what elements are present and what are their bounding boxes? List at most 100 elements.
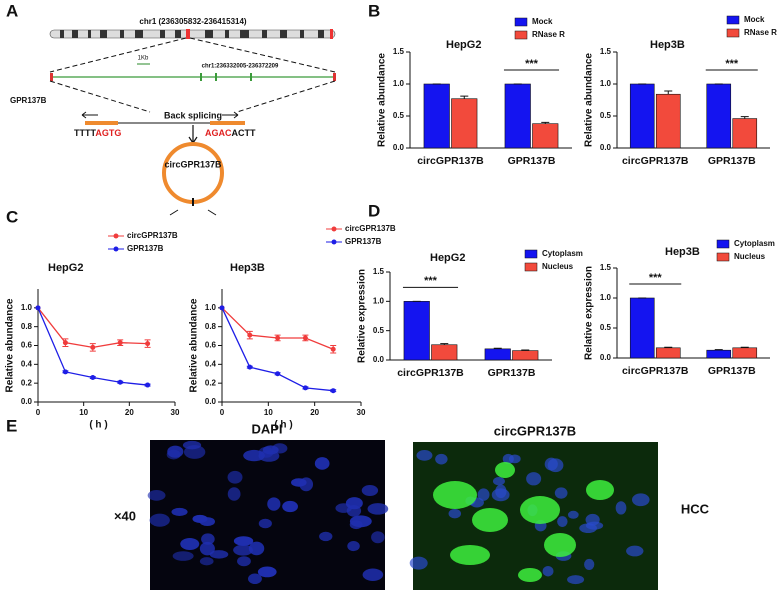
y-axis-label: Relative abundance — [377, 53, 388, 147]
nucleus — [233, 544, 253, 556]
chromosome — [49, 29, 336, 39]
legend-label: GPR137B — [345, 237, 382, 246]
y-tick-label: 0.0 — [21, 397, 33, 406]
nucleus — [147, 490, 166, 501]
signal — [433, 481, 477, 509]
y-tick-label: 0.4 — [21, 359, 33, 368]
legend-swatch — [524, 249, 538, 259]
nucleus — [227, 470, 243, 484]
x-tick-label: GPR137B — [488, 367, 536, 379]
y-axis-label: Relative abundance — [5, 298, 16, 392]
nucleus — [257, 566, 277, 578]
point — [247, 364, 253, 370]
nucleus — [227, 487, 241, 501]
panel-label: D — [368, 201, 380, 220]
nucleus — [477, 488, 490, 501]
y-tick-label: 1.5 — [373, 267, 385, 276]
nucleus — [319, 531, 333, 542]
error-bar — [664, 346, 673, 348]
point — [247, 332, 253, 338]
legend-marker — [331, 226, 337, 232]
circ-rna — [162, 142, 224, 204]
x-tick-label: circGPR137B — [622, 365, 689, 377]
nucleus — [362, 568, 384, 582]
nucleus — [243, 449, 265, 462]
sequence-part: AGTG — [95, 128, 121, 138]
y-tick-label: 0.2 — [205, 378, 217, 387]
nucleus — [435, 453, 448, 465]
y-axis-label: Relative abundance — [189, 298, 200, 392]
error-bar — [541, 121, 550, 124]
signal — [495, 462, 515, 478]
x-axis-label: ( h ) — [274, 420, 292, 431]
y-tick-label: 1.0 — [21, 303, 33, 312]
nucleus — [248, 541, 265, 556]
legend-swatch — [726, 15, 740, 25]
error-bar — [493, 347, 502, 349]
nucleus — [180, 538, 200, 550]
point — [35, 305, 41, 311]
nucleus — [199, 541, 215, 556]
point — [275, 371, 281, 377]
y-tick-label: 0.0 — [393, 143, 405, 152]
bar — [629, 297, 655, 359]
legend-swatch — [524, 262, 538, 272]
arrow — [222, 111, 239, 119]
x-axis-label: ( h ) — [89, 420, 107, 431]
zoom-line — [189, 37, 336, 73]
nucleus — [199, 557, 214, 566]
bar — [706, 349, 732, 359]
image-title: circGPR137B — [494, 423, 576, 438]
chart-title: Hep3B — [230, 262, 265, 274]
error-bar — [740, 346, 749, 348]
bar — [629, 83, 655, 149]
point — [330, 388, 336, 394]
nucleus — [615, 501, 627, 515]
exon-left — [85, 121, 118, 125]
arrow — [188, 125, 198, 145]
nucleus — [491, 488, 510, 502]
nucleus — [361, 485, 379, 496]
nucleus — [172, 551, 194, 561]
legend-swatch — [514, 30, 528, 40]
nucleus — [209, 550, 229, 559]
nucleus — [282, 500, 298, 513]
series-line — [37, 307, 148, 349]
nucleus — [166, 449, 181, 460]
bar — [732, 118, 758, 149]
point — [219, 305, 225, 311]
nucleus — [237, 556, 251, 567]
nucleus — [626, 545, 644, 557]
y-tick-label: 1.0 — [373, 296, 385, 305]
x-tick-label: circGPR137B — [397, 367, 464, 379]
legend-label: Cytoplasm — [542, 249, 583, 258]
magnification: ×40 — [114, 508, 136, 523]
nucleus — [171, 507, 188, 516]
nucleus — [371, 531, 385, 544]
chart-title: Hep3B — [665, 246, 700, 258]
legend-swatch — [514, 17, 528, 27]
legend-label: GPR137B — [127, 244, 164, 253]
image-title: DAPI — [251, 421, 282, 436]
chart-title: HepG2 — [430, 252, 465, 264]
legend-label: Nucleus — [542, 262, 574, 271]
locus-marker — [330, 29, 333, 39]
primer — [169, 209, 217, 216]
point — [62, 340, 68, 346]
nucleus — [557, 516, 568, 527]
x-tick-label: 20 — [125, 408, 134, 417]
point — [117, 340, 123, 346]
nucleus — [492, 477, 505, 486]
nucleus — [149, 513, 170, 527]
nucleus — [409, 556, 428, 570]
legend-swatch — [716, 239, 730, 249]
scale-label: 1Kb — [138, 56, 149, 62]
x-tick-label: GPR137B — [708, 365, 756, 377]
signal — [450, 545, 490, 565]
legend-label: Mock — [744, 15, 765, 24]
dapi-image — [150, 440, 385, 590]
sequence: TTTTAGTG — [74, 128, 121, 138]
nucleus — [192, 514, 208, 523]
x-tick-label: 30 — [357, 408, 366, 417]
legend-label: Cytoplasm — [734, 239, 775, 248]
